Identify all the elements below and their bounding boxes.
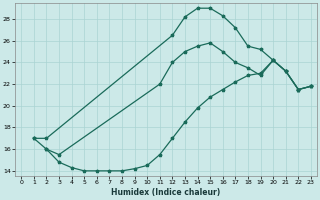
X-axis label: Humidex (Indice chaleur): Humidex (Indice chaleur) [111,188,221,197]
